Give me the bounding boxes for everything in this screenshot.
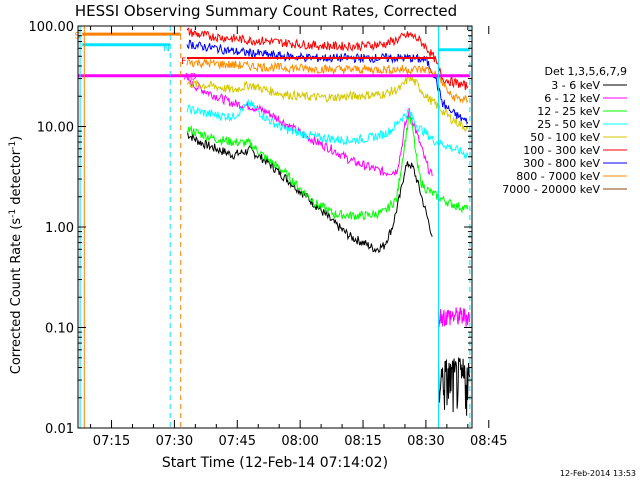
series-line-1	[186, 77, 433, 177]
x-tick-label: 08:30	[407, 434, 444, 449]
legend-entry: 25 - 50 keV	[537, 118, 600, 131]
legend-entry: 12 - 25 keV	[537, 105, 600, 118]
post-drop-trace-1	[438, 307, 471, 328]
series-line-0	[186, 133, 433, 254]
y-tick-label: 1.00	[45, 221, 74, 236]
flag-label: AD	[184, 73, 197, 83]
series-line-3	[186, 98, 469, 160]
legend-entry: 6 - 12 keV	[544, 92, 600, 105]
legend-entry: 100 - 300 keV	[523, 144, 600, 157]
legend-entry: 50 - 100 keV	[530, 131, 600, 144]
y-tick-label: 0.01	[45, 422, 74, 437]
x-tick-label: 08:00	[281, 434, 318, 449]
x-tick-label: 07:45	[219, 434, 256, 449]
y-axis-label: Corrected Count Rate (s-1 detector-1)	[8, 136, 24, 374]
flag-label: N	[163, 44, 170, 54]
legend-entry: 800 - 7000 keV	[516, 170, 600, 183]
x-tick-label: 07:30	[156, 434, 193, 449]
y-tick-label: 10.00	[37, 121, 74, 136]
timestamp: 12-Feb-2014 13:53	[560, 469, 636, 478]
x-tick-label: 08:15	[344, 434, 381, 449]
x-tick-label: 08:45	[470, 434, 507, 449]
y-tick-label: 0.10	[45, 322, 74, 337]
series-line-2	[186, 114, 469, 221]
series-line-5	[186, 27, 469, 90]
x-tick-label: 07:15	[93, 434, 130, 449]
axes: 0.01 0.10 1.00 10.00 100.00 07:15 07:30 07:45 08…	[29, 20, 508, 449]
x-axis-label: Start Time (12-Feb-14 07:14:02)	[162, 455, 388, 471]
flag-label: F	[181, 57, 186, 67]
series-line-4	[186, 73, 469, 133]
series-line-7	[186, 57, 469, 104]
y-tick-label: 100.00	[29, 20, 75, 35]
legend-entry: 3 - 6 keV	[551, 79, 600, 92]
legend-entry: 300 - 800 keV	[523, 157, 600, 170]
post-drop-trace-0	[438, 356, 471, 416]
plot-frame	[77, 25, 473, 429]
chart-title: HESSI Observing Summary Count Rates, Cor…	[75, 2, 457, 20]
legend-header: Det 1,3,5,6,7,9	[544, 65, 627, 78]
series-line-6	[186, 39, 469, 126]
legend-entry: 7000 - 20000 keV	[502, 183, 600, 196]
